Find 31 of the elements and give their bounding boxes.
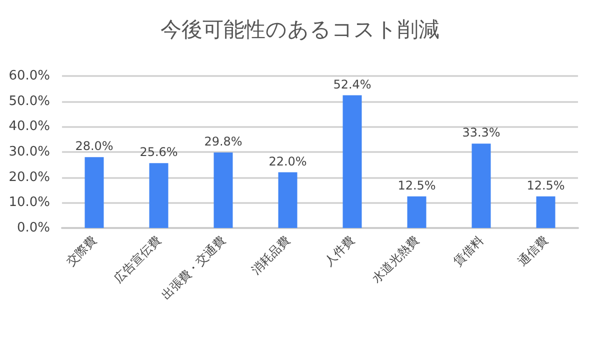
bar	[342, 95, 362, 228]
bar	[84, 157, 104, 228]
data-label: 22.0%	[268, 154, 307, 168]
x-tick-label: 通信費	[515, 233, 551, 268]
data-label: 12.5%	[398, 178, 436, 192]
bar	[149, 163, 168, 228]
y-tick-label: 50.0%	[8, 94, 50, 109]
bar	[214, 152, 233, 228]
data-label: 29.8%	[204, 134, 242, 149]
chart-title: 今後可能性のあるコスト削減	[160, 18, 440, 42]
y-tick-label: 60.0%	[8, 68, 50, 84]
y-tick-label: 40.0%	[8, 119, 50, 134]
bar	[472, 144, 491, 228]
y-tick-label: 0.0%	[16, 220, 50, 236]
y-tick-label: 20.0%	[8, 170, 50, 185]
data-label: 33.3%	[462, 126, 500, 140]
x-tick-label: 消耗品費	[248, 233, 293, 277]
y-tick-label: 30.0%	[8, 144, 50, 160]
bar	[278, 172, 298, 228]
y-tick-label: 10.0%	[8, 195, 50, 210]
data-label: 25.6%	[140, 145, 178, 160]
bar	[407, 196, 426, 228]
data-label: 52.4%	[333, 77, 372, 92]
x-tick-label: 交際費	[64, 233, 100, 268]
x-tick-label: 広告宣伝費	[111, 233, 164, 286]
x-tick-label: 賃借料	[450, 233, 486, 268]
x-tick-label: 人件費	[322, 233, 358, 268]
bar	[536, 196, 556, 228]
data-label: 28.0%	[75, 139, 114, 154]
x-tick-label: 水道光熱費	[369, 233, 422, 286]
data-label: 12.5%	[526, 178, 565, 192]
